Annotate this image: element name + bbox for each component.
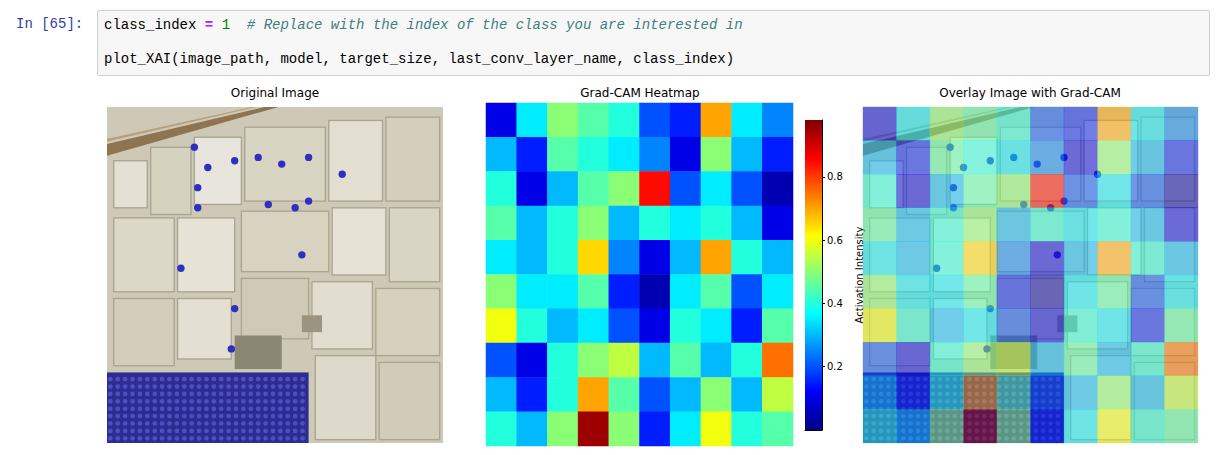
html-text:Overlay Image with Grad-CAM: Overlay Image with Grad-CAM [939,86,1121,100]
html-text:In [65]:: In [65]: [16,16,84,32]
html-text:1: 1 [221,17,230,33]
svg-text:0.6: 0.6 [827,235,843,246]
html-text:plot_XAI(image_path, model, ta: plot_XAI(image_path, model, target_size,… [104,51,735,67]
svg-text:0.8: 0.8 [827,171,843,182]
html-text:class_index =: class_index = [104,17,214,33]
svg-text:Activation Intensity: Activation Intensity [853,226,865,324]
html-text:# Replace with the index of th: # Replace with the index of the class yo… [246,17,743,33]
html-text:Grad-CAM Heatmap: Grad-CAM Heatmap [580,86,700,100]
html-text:Original Image: Original Image [230,86,320,100]
svg-text:0.2: 0.2 [827,361,843,372]
svg-text:0.4: 0.4 [827,298,843,309]
